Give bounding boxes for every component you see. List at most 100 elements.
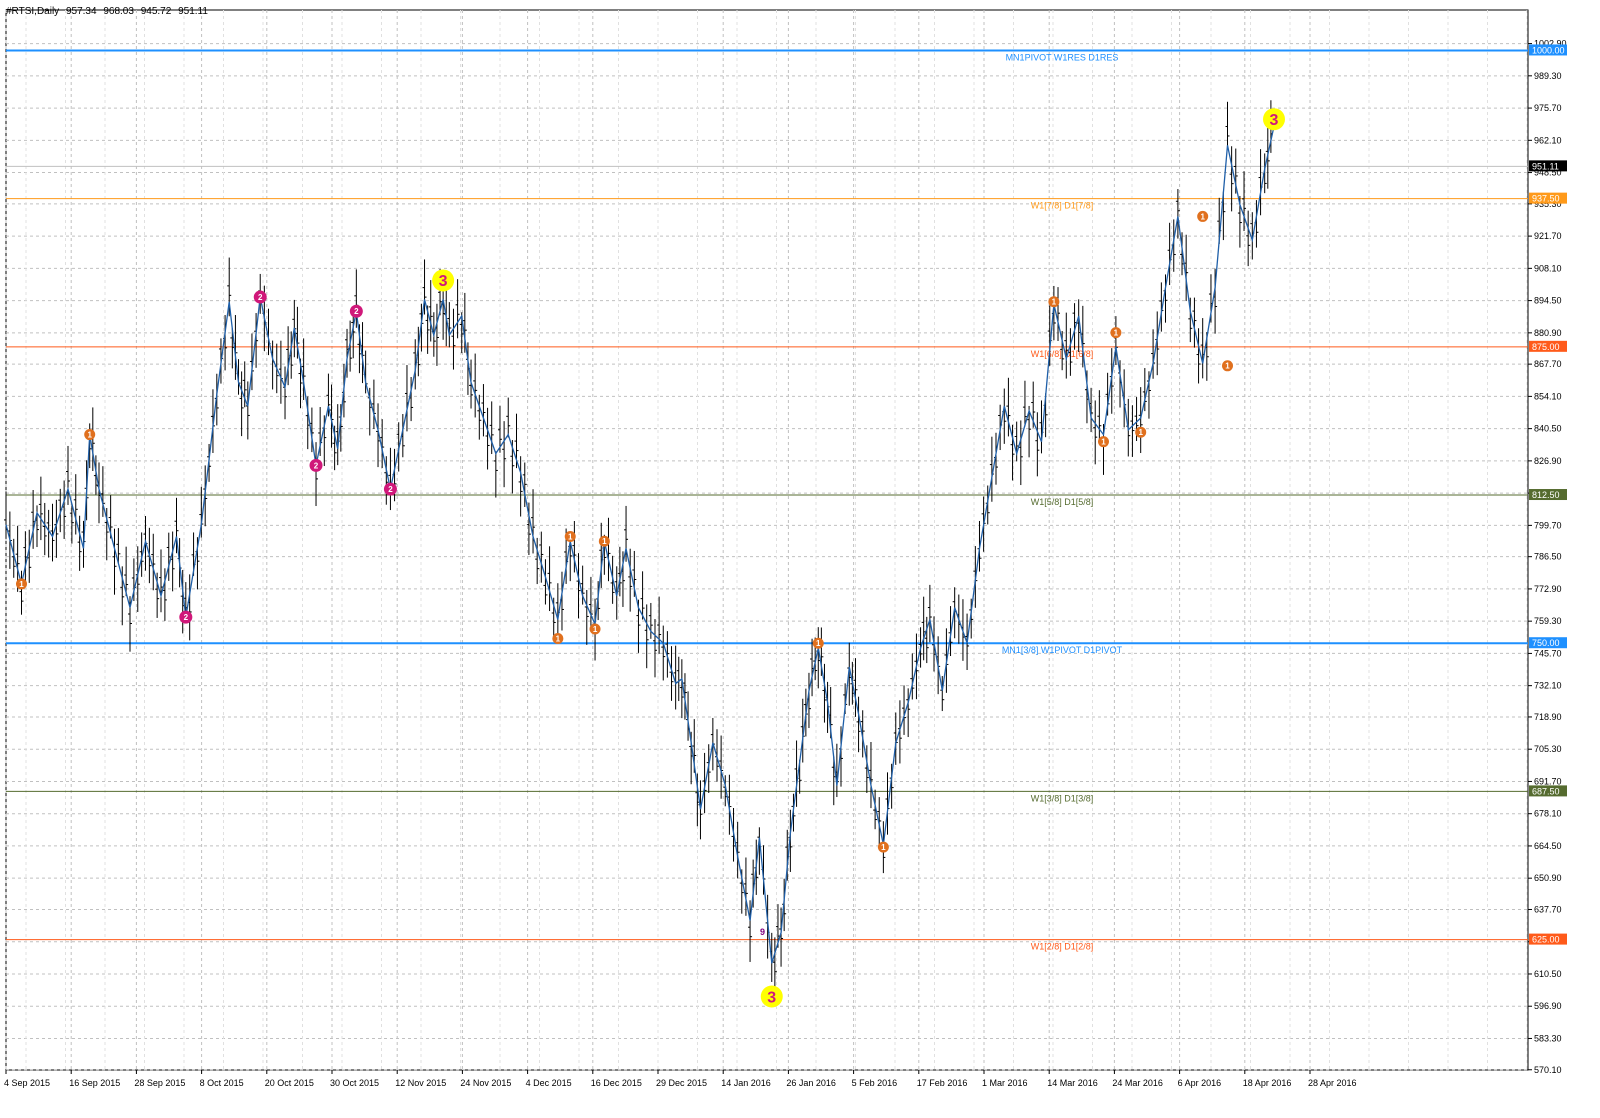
wave-marker-label: 1 <box>593 625 598 634</box>
wave-marker-label: 2 <box>354 307 359 316</box>
y-tick-label: 908.10 <box>1534 263 1562 273</box>
y-tick-label: 989.30 <box>1534 71 1562 81</box>
level-tag-text: 687.50 <box>1532 786 1560 796</box>
x-tick-label: 29 Dec 2015 <box>656 1078 707 1088</box>
wave-marker-label: 1 <box>1138 428 1143 437</box>
magenta-wave-marker <box>179 610 193 624</box>
x-tick-label: 16 Sep 2015 <box>69 1078 120 1088</box>
magenta-wave-marker <box>309 458 323 472</box>
y-tick-label: 921.70 <box>1534 231 1562 241</box>
y-tick-label: 826.90 <box>1534 456 1562 466</box>
y-tick-label: 880.90 <box>1534 328 1562 338</box>
x-tick-label: 4 Dec 2015 <box>526 1078 572 1088</box>
y-tick-label: 772.90 <box>1534 584 1562 594</box>
y-tick-label: 1002.90 <box>1534 39 1567 49</box>
y-tick-label: 799.70 <box>1534 520 1562 530</box>
y-tick-label: 664.50 <box>1534 841 1562 851</box>
count-label: 9 <box>760 927 765 937</box>
x-tick-label: 6 Apr 2016 <box>1178 1078 1222 1088</box>
orange-wave-marker <box>1097 436 1109 448</box>
y-tick-label: 854.10 <box>1534 391 1562 401</box>
orange-wave-marker <box>877 841 889 853</box>
wave-marker-label: 3 <box>439 273 448 290</box>
level-tag-text: 750.00 <box>1532 638 1560 648</box>
wave-marker-label: 1 <box>87 430 92 439</box>
orange-wave-marker <box>1221 360 1233 372</box>
level-tag-box <box>1529 340 1567 352</box>
orange-wave-marker <box>16 578 28 590</box>
wave-marker-label: 1 <box>602 537 607 546</box>
y-tick-label: 678.10 <box>1534 809 1562 819</box>
orange-wave-marker <box>1110 327 1122 339</box>
yellow-wave-marker <box>432 269 455 292</box>
magenta-wave-marker <box>253 290 267 304</box>
y-tick-label: 596.90 <box>1534 1001 1562 1011</box>
level-label: W1[7/8] D1[7/8] <box>1031 201 1094 211</box>
y-tick-label: 610.50 <box>1534 969 1562 979</box>
y-tick-label: 975.70 <box>1534 103 1562 113</box>
x-tick-label: 12 Nov 2015 <box>395 1078 446 1088</box>
y-tick-label: 935.30 <box>1534 199 1562 209</box>
x-tick-label: 1 Mar 2016 <box>982 1078 1028 1088</box>
level-tag-text: 1000.00 <box>1532 45 1565 55</box>
y-tick-label: 705.30 <box>1534 744 1562 754</box>
level-tag-text: 812.50 <box>1532 490 1560 500</box>
wave-marker-label: 1 <box>1225 362 1230 371</box>
wave-marker-label: 1 <box>816 639 821 648</box>
y-tick-label: 583.30 <box>1534 1033 1562 1043</box>
y-tick-label: 650.90 <box>1534 873 1562 883</box>
y-tick-label: 948.50 <box>1534 168 1562 178</box>
x-tick-label: 18 Apr 2016 <box>1243 1078 1292 1088</box>
wave-marker-label: 1 <box>1114 328 1119 337</box>
level-label: MN1PIVOT W1RES D1RES <box>1006 52 1119 62</box>
x-tick-label: 5 Feb 2016 <box>852 1078 898 1088</box>
orange-wave-marker <box>598 535 610 547</box>
x-tick-label: 14 Mar 2016 <box>1047 1078 1098 1088</box>
high-value: 968.03 <box>103 6 134 17</box>
y-tick-label: 759.30 <box>1534 616 1562 626</box>
level-tag-box <box>1529 933 1567 945</box>
current-price-tag: 951.11 <box>1532 161 1559 171</box>
x-tick-label: 20 Oct 2015 <box>265 1078 314 1088</box>
low-value: 945.72 <box>140 6 172 17</box>
orange-wave-marker <box>84 429 96 441</box>
open-value: 957.34 <box>65 6 97 17</box>
price-line <box>5 126 1275 964</box>
level-tag-box <box>1529 192 1567 204</box>
level-tag-box <box>1529 637 1567 649</box>
orange-wave-marker <box>1135 426 1147 438</box>
close-value: 951.11 <box>178 6 208 17</box>
x-tick-label: 26 Jan 2016 <box>786 1078 836 1088</box>
level-label: W1[2/8] D1[2/8] <box>1031 942 1094 952</box>
wave-marker-label: 2 <box>388 485 393 494</box>
wave-marker-label: 1 <box>1101 438 1106 447</box>
x-tick-label: 28 Sep 2015 <box>134 1078 185 1088</box>
x-tick-label: 30 Oct 2015 <box>330 1078 379 1088</box>
wave-marker-label: 1 <box>19 580 24 589</box>
current-price-box <box>1529 160 1567 172</box>
orange-wave-marker <box>589 623 601 635</box>
y-tick-label: 786.50 <box>1534 552 1562 562</box>
magenta-wave-marker <box>349 304 363 318</box>
level-tag-box <box>1529 785 1567 797</box>
y-tick-label: 691.70 <box>1534 776 1562 786</box>
x-tick-label: 28 Apr 2016 <box>1308 1078 1357 1088</box>
wave-marker-label: 1 <box>1052 298 1057 307</box>
level-label: W1[3/8] D1[3/8] <box>1031 793 1094 803</box>
level-tag-text: 875.00 <box>1532 342 1560 352</box>
wave-marker-label: 2 <box>258 293 263 302</box>
orange-wave-marker <box>1048 296 1060 308</box>
x-tick-label: 8 Oct 2015 <box>200 1078 244 1088</box>
level-tag-box <box>1529 44 1567 56</box>
y-tick-label: 867.70 <box>1534 359 1562 369</box>
y-tick-label: 570.10 <box>1534 1065 1562 1075</box>
y-tick-label: 962.10 <box>1534 135 1562 145</box>
wave-marker-label: 3 <box>1270 112 1279 129</box>
wave-marker-label: 2 <box>314 461 319 470</box>
level-tag-text: 625.00 <box>1532 935 1560 945</box>
yellow-wave-marker <box>760 985 783 1008</box>
orange-wave-marker <box>564 531 576 543</box>
level-label: W1[5/8] D1[5/8] <box>1031 497 1094 507</box>
chart-header: #RTSI,Daily 957.34 968.03 945.72 951.11 <box>6 6 212 17</box>
